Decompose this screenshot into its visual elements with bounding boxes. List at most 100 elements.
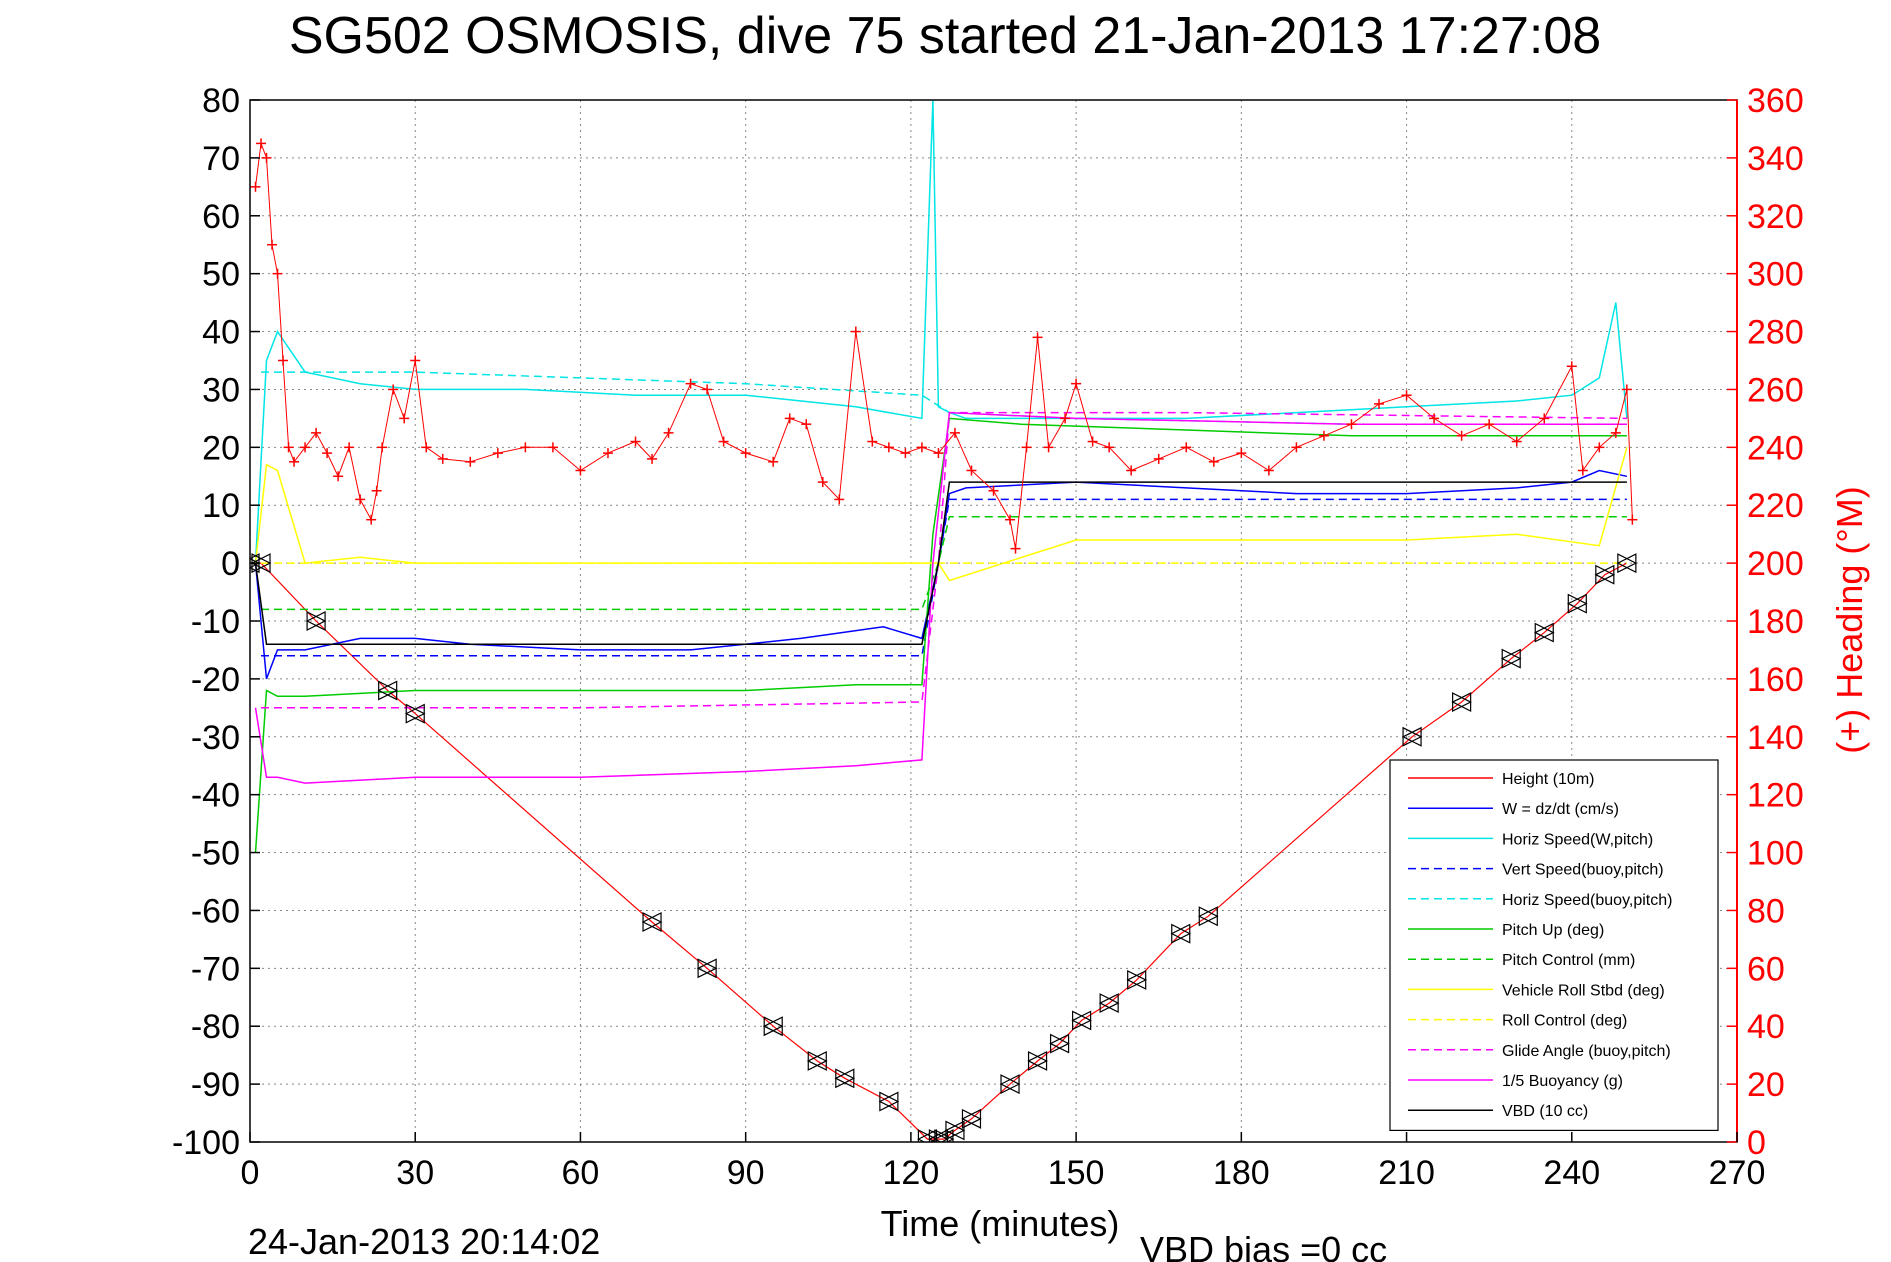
height-marker-right — [835, 1068, 856, 1089]
x-tick-label: 180 — [1213, 1154, 1270, 1192]
height-marker-right — [1501, 648, 1522, 669]
height-marker-right — [405, 703, 426, 724]
height-marker-right — [934, 1129, 955, 1142]
height-marker — [1533, 622, 1555, 643]
y-tick-label: 60 — [202, 198, 240, 236]
series-line-11 — [254, 481, 1627, 645]
x-tick-label: 0 — [241, 1154, 260, 1192]
y-right-tick-label: 40 — [1747, 1008, 1785, 1046]
height-marker-right — [1171, 923, 1192, 944]
y-tick-label: 80 — [202, 82, 240, 120]
y-tick-label: 40 — [202, 314, 240, 352]
height-marker — [1594, 564, 1616, 585]
height-marker — [961, 1108, 982, 1129]
height-marker-right — [928, 1129, 949, 1142]
y-tick-label: 50 — [202, 256, 240, 294]
height-marker-right — [1567, 593, 1588, 614]
x-tick-label: 150 — [1048, 1154, 1105, 1192]
height-marker-right — [917, 1129, 938, 1142]
height-marker — [1126, 969, 1148, 990]
y-right-tick-label: 360 — [1747, 82, 1804, 120]
legend-label: Pitch Control (mm) — [1502, 952, 1635, 969]
height-marker — [404, 703, 426, 724]
height-marker — [1451, 692, 1472, 713]
y-right-tick-label: 320 — [1747, 198, 1804, 236]
height-marker — [305, 611, 327, 631]
y-right-tick-label: 160 — [1747, 661, 1804, 699]
height-marker-right — [697, 958, 718, 979]
y-tick-label: -90 — [191, 1066, 240, 1104]
height-marker — [1616, 553, 1638, 574]
y-right-tick-label: 100 — [1747, 835, 1804, 873]
x-tick-label: 240 — [1543, 1154, 1600, 1192]
height-marker-right — [807, 1050, 828, 1071]
height-marker-right — [1534, 622, 1555, 643]
legend-label: Vert Speed(buoy,pitch) — [1502, 862, 1664, 879]
height-marker — [878, 1091, 900, 1112]
y-tick-label: -60 — [191, 892, 240, 930]
heading-trace — [255, 143, 1633, 549]
legend-label: Horiz Speed(W,pitch) — [1502, 831, 1653, 848]
x-tick-label: 120 — [883, 1154, 940, 1192]
y-right-tick-label: 300 — [1747, 256, 1804, 294]
height-marker — [933, 1129, 955, 1142]
height-marker-right — [763, 1016, 784, 1037]
right-axis-label: (+) Heading (°M) — [1829, 486, 1870, 753]
y-tick-label: -20 — [191, 661, 240, 699]
y-tick-label: -10 — [191, 603, 240, 641]
height-marker — [641, 912, 663, 932]
y-tick-label: -40 — [191, 777, 240, 815]
height-marker-right — [1402, 726, 1423, 747]
height-marker-right — [378, 680, 399, 701]
x-axis-ticks: 0 30 60 90 120 150 180 210 240 270 — [241, 1132, 1766, 1192]
right-axis-ticks: 3603403203002802602402202001801601401201… — [1727, 82, 1804, 1162]
series-line-3 — [261, 498, 1627, 657]
height-marker — [1566, 593, 1588, 614]
y-tick-label: 30 — [202, 371, 240, 409]
height-marker — [806, 1050, 828, 1071]
series-line-0 — [250, 562, 1628, 1140]
legend-label: Roll Control (deg) — [1502, 1013, 1627, 1030]
legend-label: Pitch Up (deg) — [1502, 922, 1604, 939]
footer-timestamp: 24-Jan-2013 20:14:02 — [248, 1221, 600, 1262]
height-marker-right — [1617, 553, 1638, 574]
y-right-tick-label: 220 — [1747, 487, 1804, 525]
left-axis-ticks: 80 70 60 50 40 30 20 10 0 -10 -20 -30 -40 -50 -60 -70 -8… — [172, 82, 260, 1162]
x-tick-label: 30 — [396, 1154, 434, 1192]
y-tick-label: 10 — [202, 487, 240, 525]
x-axis-label: Time (minutes) — [881, 1203, 1120, 1244]
y-right-tick-label: 280 — [1747, 314, 1804, 352]
y-tick-label: -50 — [191, 835, 240, 873]
y-right-tick-label: 0 — [1747, 1124, 1766, 1162]
height-marker — [762, 1016, 784, 1037]
legend-label: VBD (10 cc) — [1502, 1103, 1588, 1120]
height-marker-right — [945, 1120, 966, 1141]
y-right-tick-label: 120 — [1747, 777, 1804, 815]
height-marker — [917, 1129, 938, 1142]
heading-marker-layer — [250, 138, 1638, 554]
height-marker — [1049, 1033, 1070, 1054]
series-line-7 — [254, 447, 1628, 582]
x-tick-label: 270 — [1709, 1154, 1766, 1192]
y-tick-label: -70 — [191, 950, 240, 988]
height-marker-right — [879, 1091, 900, 1112]
height-marker — [1071, 1010, 1092, 1031]
height-marker — [1170, 923, 1192, 944]
height-marker-right — [961, 1108, 982, 1129]
series-line-9 — [261, 411, 1627, 709]
height-marker — [377, 680, 399, 701]
series-line-1 — [254, 469, 1628, 680]
y-tick-label: 0 — [221, 545, 240, 583]
height-marker-right — [1099, 993, 1120, 1014]
height-marker-right — [1127, 969, 1148, 990]
height-marker — [1401, 726, 1423, 747]
series-line-5 — [254, 417, 1627, 853]
y-right-tick-label: 80 — [1747, 892, 1785, 930]
series-line-2 — [254, 100, 1628, 564]
height-marker — [1500, 648, 1522, 669]
legend-box — [1389, 759, 1719, 1131]
legend-label: Height (10m) — [1502, 771, 1594, 788]
series-line-6 — [261, 516, 1627, 611]
height-marker-right — [1049, 1033, 1070, 1054]
